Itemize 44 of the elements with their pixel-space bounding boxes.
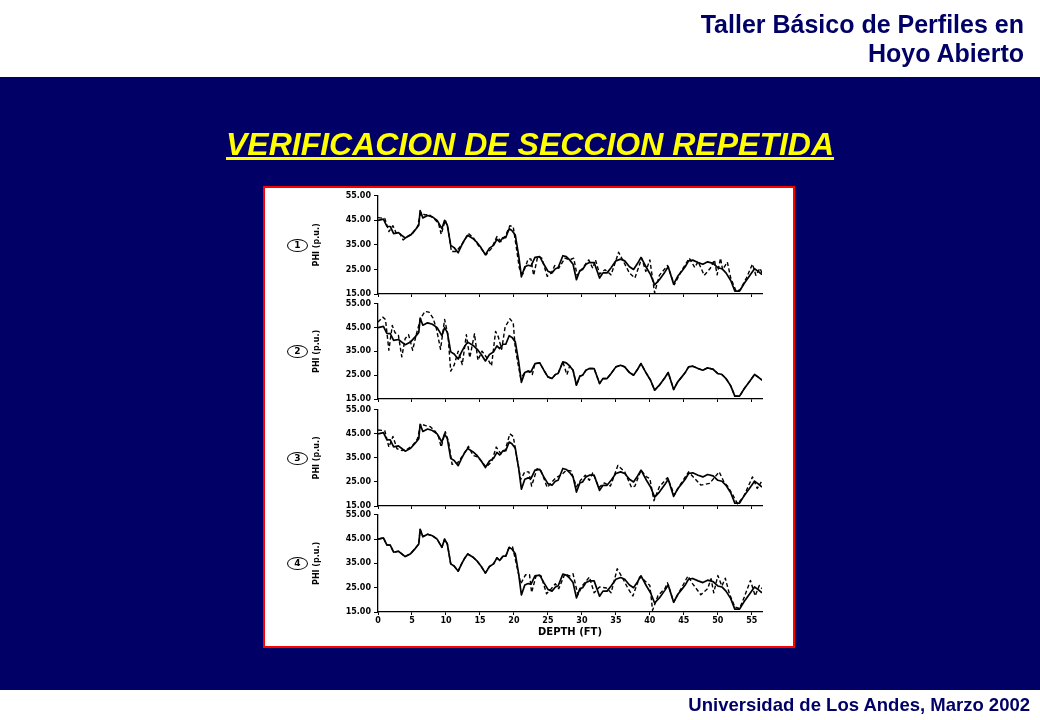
text: Taller Básico de Perfiles en Hoyo Abierto: [699, 10, 1024, 68]
y-tick-label: 15.00: [345, 607, 372, 617]
y-tick-label: 15.00: [345, 394, 372, 404]
x-tick-label: 20: [508, 615, 520, 625]
x-tick-label: 5: [409, 615, 416, 625]
x-tick-label: 50: [712, 615, 724, 625]
x-tick-label: 15: [474, 615, 486, 625]
y-tick-label: 55.00: [345, 298, 372, 308]
y-tick-label: 55.00: [345, 404, 372, 414]
x-tick-label: 0: [375, 615, 382, 625]
x-tick-label: 45: [678, 615, 690, 625]
y-tick-label: 25.00: [345, 370, 372, 380]
text: 1: [287, 238, 308, 252]
text: 2: [287, 345, 308, 358]
y-tick-label: 45.00: [345, 428, 372, 438]
y-axis-title: PHI (p.u.): [311, 223, 321, 267]
text: 4: [287, 557, 308, 570]
y-tick-label: 15.00: [345, 501, 372, 511]
y-axis-title: PHI (p.u.): [311, 436, 321, 480]
y-tick-label: 35.00: [345, 346, 372, 356]
x-tick-label: 35: [610, 615, 622, 625]
text: VERIFICACION DE SECCION REPETIDA: [225, 125, 835, 163]
x-tick-label: 25: [542, 615, 554, 625]
y-tick-label: 25.00: [345, 264, 372, 274]
y-tick-label: 35.00: [345, 558, 372, 568]
y-tick-label: 45.00: [345, 215, 372, 225]
y-tick-label: 45.00: [345, 534, 372, 544]
y-tick-label: 35.00: [345, 239, 372, 249]
y-tick-label: 25.00: [345, 477, 372, 487]
y-axis-title: PHI (p.u.): [311, 329, 321, 373]
text: Universidad de Los Andes, Marzo 2002: [688, 694, 1030, 716]
y-tick-label: 15.00: [345, 289, 372, 299]
x-tick-label: 40: [644, 615, 656, 625]
y-tick-label: 35.00: [345, 452, 372, 462]
text: 3: [287, 451, 308, 465]
x-axis-title: DEPTH (FT): [538, 625, 602, 637]
x-tick-label: 55: [746, 615, 758, 625]
y-tick-label: 25.00: [345, 582, 372, 592]
y-tick-label: 55.00: [345, 509, 372, 519]
x-tick-label: 10: [440, 615, 452, 625]
y-axis-title: PHI (p.u.): [311, 541, 321, 585]
x-tick-label: 30: [576, 615, 588, 625]
y-tick-label: 45.00: [345, 322, 372, 332]
y-tick-label: 55.00: [345, 190, 372, 200]
